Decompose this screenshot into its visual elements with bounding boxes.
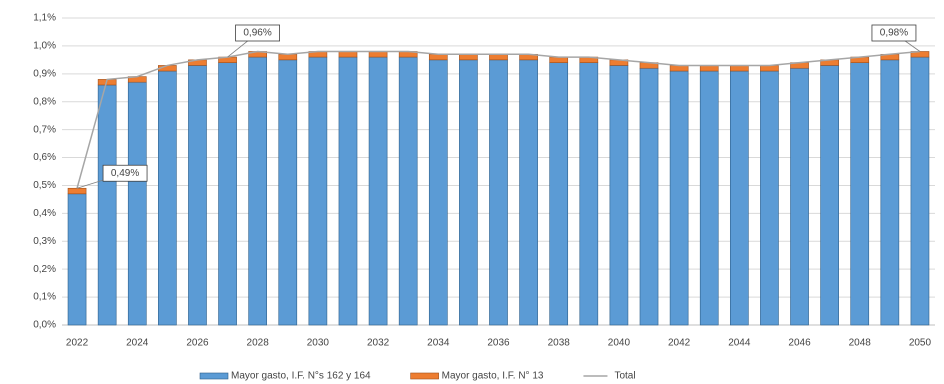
bar-segment <box>850 62 870 326</box>
x-tick-label: 2040 <box>608 338 631 349</box>
bar-segment <box>398 56 418 326</box>
label-box <box>102 164 148 182</box>
bar-segment <box>67 187 87 195</box>
bar-segment <box>820 65 839 326</box>
bar-segment <box>729 70 749 326</box>
y-tick-label: 0,9% <box>33 68 56 79</box>
bar-segment <box>669 70 689 326</box>
bar-segment <box>368 56 388 326</box>
bar-segment <box>459 53 478 61</box>
bar-segment <box>519 59 538 326</box>
bar-segment <box>549 56 569 63</box>
x-tick-label: 2024 <box>126 338 149 349</box>
x-tick-label: 2036 <box>487 338 510 349</box>
bar-segment <box>188 65 207 326</box>
bar-segment <box>338 51 358 58</box>
bar-segment <box>97 84 117 326</box>
bar-segment <box>218 62 237 326</box>
legend-label: Mayor gasto, I.F. N° 13 <box>442 371 544 382</box>
legend-label: Total <box>614 371 635 382</box>
bar-segment <box>67 193 87 326</box>
bar-segment <box>278 53 298 61</box>
bar-segment <box>428 53 448 61</box>
bar-segment <box>609 65 629 326</box>
bar-segment <box>248 56 268 326</box>
bar-segment <box>639 67 659 326</box>
bar-segment <box>489 53 508 61</box>
label-box <box>235 24 280 42</box>
bar-segment <box>579 62 599 326</box>
y-tick-label: 0,4% <box>33 208 56 219</box>
bar-segment <box>699 65 719 72</box>
data-label: 0,98% <box>880 28 908 39</box>
data-label: 0,96% <box>243 28 271 39</box>
x-tick-label: 2034 <box>427 338 450 349</box>
bar-segment <box>278 59 298 326</box>
bar-segment <box>459 59 478 326</box>
x-tick-label: 2038 <box>548 338 571 349</box>
bar-segment <box>308 56 328 326</box>
y-tick-label: 0,7% <box>33 124 56 135</box>
y-tick-label: 0,8% <box>33 96 56 107</box>
x-tick-label: 2050 <box>909 338 932 349</box>
y-tick-label: 0,5% <box>33 180 56 191</box>
legend-label: Mayor gasto, I.F. N°s 162 y 164 <box>231 371 371 382</box>
legend-swatch <box>410 372 439 380</box>
x-tick-label: 2032 <box>367 338 390 349</box>
bar-segment <box>729 65 749 72</box>
bar-segment <box>428 59 448 326</box>
bar-segment <box>790 67 809 326</box>
y-tick-label: 1,1% <box>33 13 56 24</box>
bar-segment <box>158 70 177 326</box>
y-tick-label: 0,2% <box>33 264 56 275</box>
x-tick-label: 2042 <box>668 338 691 349</box>
bar-segment <box>699 70 719 326</box>
bar-segment <box>368 51 388 58</box>
total-line <box>76 50 921 189</box>
bar-segment <box>338 56 358 326</box>
x-tick-label: 2022 <box>66 338 89 349</box>
x-tick-label: 2026 <box>186 338 209 349</box>
y-tick-label: 0,6% <box>33 152 56 163</box>
x-tick-label: 2048 <box>849 338 872 349</box>
bar-segment <box>489 59 508 326</box>
x-tick-label: 2030 <box>307 338 330 349</box>
label-box <box>871 24 917 42</box>
x-tick-label: 2028 <box>247 338 270 349</box>
y-tick-label: 0,3% <box>33 236 56 247</box>
x-tick-label: 2046 <box>788 338 811 349</box>
bar-segment <box>880 59 900 326</box>
bar-segment <box>549 62 569 326</box>
bar-segment <box>127 81 147 326</box>
y-tick-label: 0,0% <box>33 320 56 331</box>
data-label: 0,49% <box>111 168 139 179</box>
bar-segment <box>669 65 689 72</box>
bar-segment <box>760 65 779 72</box>
y-tick-label: 1,0% <box>33 41 56 52</box>
bar-segment <box>760 70 779 326</box>
bar-segment <box>910 56 930 326</box>
x-tick-label: 2044 <box>728 338 751 349</box>
y-tick-label: 0,1% <box>33 292 56 303</box>
legend-swatch <box>199 372 229 380</box>
